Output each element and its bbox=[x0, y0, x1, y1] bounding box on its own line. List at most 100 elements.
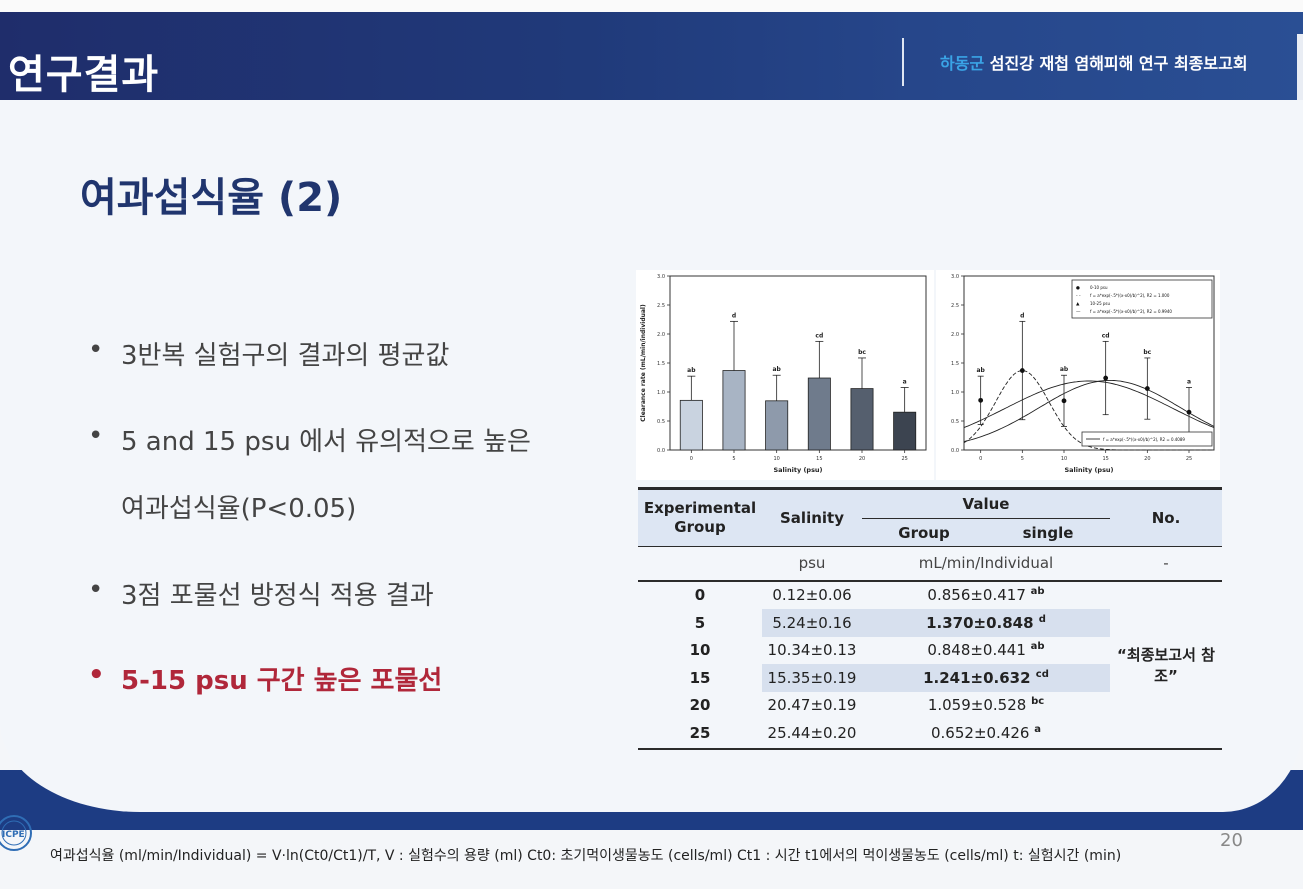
header-group: Group bbox=[674, 518, 726, 536]
salinity-cell: 0.12±0.06 bbox=[772, 586, 852, 604]
legend-marker: — bbox=[1076, 310, 1081, 315]
y-tick-label: 1.5 bbox=[951, 361, 959, 367]
x-tick-label: 20 bbox=[1144, 456, 1150, 462]
legend-label: f = a*exp(-.5*((x-x0)/b)^2), R2 = 0.4089 bbox=[1103, 437, 1185, 442]
significance-letter: a bbox=[1187, 378, 1191, 385]
curve-chart: 0.0 0.5 1.0 1.5 2.0 2.5 3.0 0 5 10 15 20 25 ab d ab cd bc… bbox=[951, 274, 1215, 474]
header-divider bbox=[902, 38, 904, 86]
value-cell: 1.370±0.848 d bbox=[862, 608, 1110, 637]
unit-rate: mL/min/Individual bbox=[918, 554, 1054, 573]
unit-dash: - bbox=[1163, 554, 1169, 573]
col-experimental-group: Experimental Group bbox=[638, 488, 762, 547]
significance-letter: bc bbox=[858, 349, 866, 356]
bar-chart: 0.0 0.5 1.0 1.5 2.0 2.5 3.0 ab 0 d 5 ab 10 cd 15 bc 20 a 2… bbox=[640, 274, 927, 474]
group-cell: 10 bbox=[689, 641, 711, 659]
bullet-text: 3점 포물선 방정식 적용 결과 bbox=[121, 581, 434, 611]
bullet-text: 3반복 실험구의 결과의 평균값 bbox=[121, 341, 450, 371]
y-tick-label: 2.0 bbox=[951, 332, 959, 338]
value-cell: 0.848±0.441 ab bbox=[862, 637, 1110, 664]
significance-letter: d bbox=[732, 312, 736, 319]
y-tick-label: 2.5 bbox=[657, 303, 665, 309]
salinity-cell: 15.35±0.19 bbox=[762, 663, 862, 692]
value-text: 1.241±0.632 bbox=[923, 668, 1031, 687]
table-row: 5 5.24±0.16 1.370±0.848 d bbox=[638, 608, 1222, 637]
header-bar: 연구결과 하동군 섬진강 재첩 염해피해 연구 최종보고회 bbox=[0, 12, 1303, 104]
data-point bbox=[1103, 375, 1109, 381]
x-tick-label: 10 bbox=[773, 456, 779, 462]
col-value-single: single bbox=[986, 518, 1110, 547]
legend-marker: - - bbox=[1076, 294, 1081, 299]
letter-sup: a bbox=[1034, 724, 1041, 735]
data-point bbox=[1144, 386, 1150, 391]
value-text: 1.059±0.528 bbox=[927, 696, 1027, 714]
logo-text: ICPE bbox=[2, 830, 25, 840]
legend-top-box bbox=[1071, 279, 1213, 319]
bar-chart-panel: 0.0 0.5 1.0 1.5 2.0 2.5 3.0 ab 0 d 5 ab 10 cd 15 bc 20 a 2… bbox=[636, 270, 934, 480]
footer-formula: 여과섭식율 (ml/min/Individual) = V·ln(Ct0/Ct1… bbox=[50, 848, 1122, 864]
table-row: 25 25.44±0.20 0.652±0.426 a bbox=[638, 719, 1222, 749]
y-tick-label: 1.0 bbox=[657, 390, 665, 396]
x-axis-label: Salinity (psu) bbox=[1064, 466, 1113, 474]
significance-letter: cd bbox=[1102, 332, 1110, 339]
unit-psu: psu bbox=[798, 554, 826, 573]
legend-marker: ▲ bbox=[1076, 302, 1080, 307]
note-cell: “최종보고서 참조” bbox=[1117, 645, 1215, 685]
x-tick-label: 15 bbox=[1102, 456, 1108, 462]
header-edge bbox=[1297, 34, 1303, 104]
table-row: 20 20.47±0.19 1.059±0.528 bc bbox=[638, 692, 1222, 719]
significance-letter: cd bbox=[815, 332, 823, 339]
bullet-dot: • bbox=[88, 575, 104, 605]
letter-sup: d bbox=[1038, 613, 1046, 625]
bar bbox=[893, 411, 917, 451]
significance-letter: bc bbox=[1143, 349, 1151, 356]
data-point bbox=[1061, 398, 1067, 404]
legend-label: 10-25 psu bbox=[1090, 301, 1111, 306]
unit-empty bbox=[638, 547, 762, 581]
col-no: No. bbox=[1110, 488, 1222, 547]
group-cell: 15 bbox=[689, 668, 711, 687]
y-tick-label: 0.5 bbox=[657, 419, 665, 425]
bar bbox=[722, 370, 746, 451]
x-tick-label: 0 bbox=[979, 456, 982, 462]
x-tick-label: 25 bbox=[901, 456, 907, 462]
significance-letter: a bbox=[903, 378, 907, 385]
y-tick-label: 2.0 bbox=[657, 332, 665, 338]
results-table: Experimental Group Salinity Value No. Gr… bbox=[638, 487, 1222, 750]
bar bbox=[807, 377, 831, 451]
legend-label: 0-10 psu bbox=[1090, 285, 1108, 290]
group-cell: 20 bbox=[689, 696, 711, 714]
y-tick-label: 1.0 bbox=[951, 390, 959, 396]
curve-chart-panel: 0.0 0.5 1.0 1.5 2.0 2.5 3.0 0 5 10 15 20 25 ab d ab cd bc… bbox=[936, 270, 1220, 480]
col-value: Value bbox=[862, 488, 1110, 519]
page-number: 20 bbox=[1220, 830, 1243, 851]
table-row: 10 10.34±0.13 0.848±0.441 ab bbox=[638, 637, 1222, 664]
legend-bottom-box bbox=[1081, 431, 1213, 447]
bullet-dot: • bbox=[88, 421, 104, 451]
letter-sup: ab bbox=[1030, 641, 1045, 652]
col-salinity: Salinity bbox=[762, 488, 862, 547]
x-tick-label: 5 bbox=[1021, 456, 1024, 462]
table-row: 15 15.35±0.19 1.241±0.632 cd bbox=[638, 663, 1222, 692]
value-text: 1.370±0.848 bbox=[926, 613, 1034, 632]
y-tick-label: 0.0 bbox=[951, 448, 959, 454]
value-cell: 1.241±0.632 cd bbox=[862, 663, 1110, 692]
x-tick-label: 10 bbox=[1061, 456, 1067, 462]
group-cell: 0 bbox=[694, 586, 706, 604]
col-value-group: Group bbox=[862, 518, 986, 547]
salinity-cell: 10.34±0.13 bbox=[767, 641, 857, 659]
subtitle-rest: 섬진강 재첩 염해피해 연구 최종보고회 bbox=[984, 54, 1248, 73]
legend-label: f = a*exp(-.5*((x-x0)/b)^2), R2 = 0.9940 bbox=[1090, 309, 1172, 314]
bar bbox=[765, 400, 789, 451]
report-subtitle: 하동군 섬진강 재첩 염해피해 연구 최종보고회 bbox=[940, 50, 1248, 74]
x-tick-label: 0 bbox=[690, 456, 693, 462]
letter-sup: bc bbox=[1031, 696, 1045, 707]
salinity-cell: 20.47±0.19 bbox=[767, 696, 857, 714]
bullet-text: 5 and 15 psu 에서 유의적으로 높은 bbox=[121, 427, 531, 457]
significance-letter: ab bbox=[687, 367, 696, 374]
significance-letter: ab bbox=[1060, 366, 1069, 373]
fit-curve-all bbox=[963, 380, 1215, 429]
y-tick-label: 0.0 bbox=[657, 448, 665, 454]
y-tick-label: 1.5 bbox=[657, 361, 665, 367]
value-cell: 0.652±0.426 a bbox=[862, 719, 1110, 749]
table-row: 0 0.12±0.06 0.856±0.417 ab “최종보고서 참조” bbox=[638, 581, 1222, 685]
